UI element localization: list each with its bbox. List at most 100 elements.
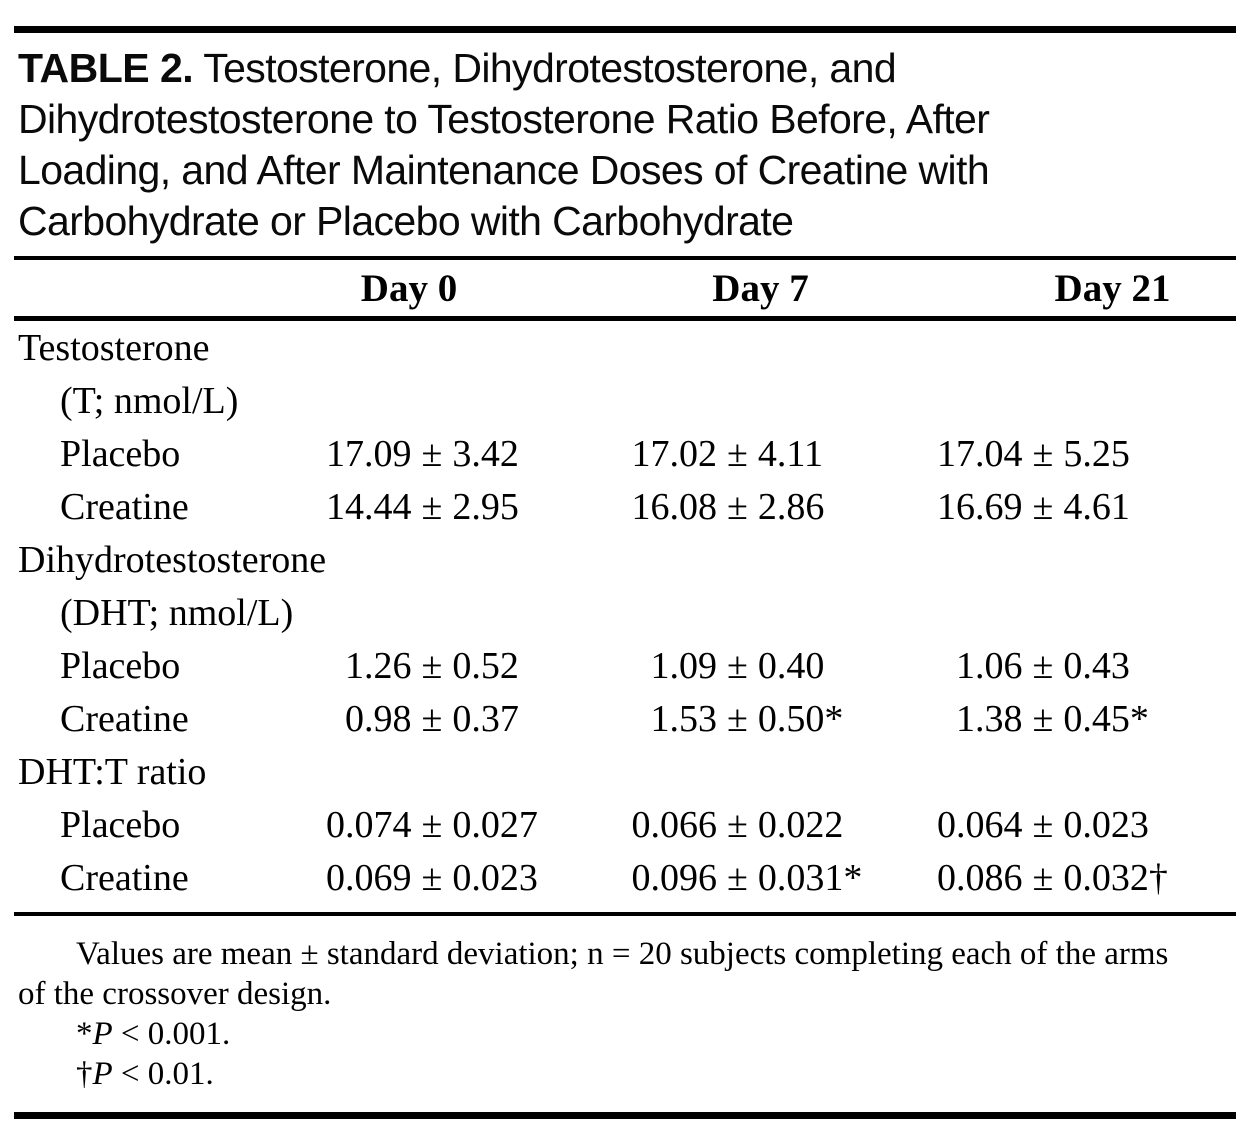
footnote-significance-1: *P < 0.001. — [18, 1014, 1236, 1054]
plus-minus-sign: ± — [727, 432, 748, 475]
plus-minus-sign: ± — [421, 803, 443, 846]
title-text-1: Testosterone, Dihydrotestosterone, and — [203, 45, 897, 91]
section-sublabel: (DHT; nmol/L) — [60, 591, 294, 634]
sd-value: 2.95 — [452, 485, 519, 528]
p-variable: P — [92, 1016, 113, 1052]
sd-value: 0.027 — [452, 803, 538, 846]
plus-minus-sign: ± — [727, 644, 748, 687]
section-row-dht: Dihydrotestosterone — [14, 533, 1236, 586]
cell-day0: 14.44 ±2.95 — [320, 480, 626, 533]
cell-day0: 1.26 ±0.52 — [320, 639, 626, 692]
mean-value: 1.06 — [956, 644, 1023, 687]
sd-value: 0.40 — [757, 644, 825, 687]
section-label: DHT:T ratio — [18, 750, 207, 793]
title-line-1: TABLE 2. Testosterone, Dihydrotestosteron… — [18, 43, 1236, 94]
sd-value: 0.50* — [757, 697, 844, 740]
footnote-general-line-2: of the crossover design. — [18, 976, 332, 1012]
mean-value: 0.069 — [326, 856, 412, 899]
title-line-3: Loading, and After Maintenance Doses of … — [18, 147, 990, 193]
col-header-day-7: Day 7 — [712, 266, 809, 310]
section-subrow-testosterone-units: (T; nmol/L) — [14, 374, 1236, 427]
mean-value: 0.074 — [326, 803, 412, 846]
cell-day7: 0.066 ±0.022 — [625, 798, 931, 851]
table-row: Creatine 14.44 ±2.95 16.08 ±2.86 16.69 ±4.6… — [14, 480, 1236, 533]
cell-day21: 0.064 ±0.023 — [931, 798, 1237, 851]
row-label-placebo: Placebo — [60, 432, 181, 475]
cell-day7: 1.09 ±0.40 — [625, 639, 931, 692]
mean-value: 17.02 — [631, 432, 718, 475]
column-header-row: Day 0 Day 7 Day 21 — [14, 260, 1236, 316]
top-rule — [14, 26, 1236, 33]
mean-value: 0.096 — [631, 856, 718, 899]
table-row: Placebo 0.074 ±0.027 0.066 ±0.022 0.064 ±0.… — [14, 798, 1236, 851]
row-label-creatine: Creatine — [60, 697, 189, 740]
plus-minus-sign: ± — [421, 856, 443, 899]
plus-minus-sign: ± — [421, 697, 443, 740]
cell-day7: 16.08 ±2.86 — [625, 480, 931, 533]
sd-value: 0.023 — [1063, 803, 1149, 846]
table-row: Placebo 1.26 ±0.52 1.09 ±0.40 1.06 ±0.43 — [14, 639, 1236, 692]
sd-value: 3.42 — [452, 432, 519, 475]
plus-minus-sign: ± — [1032, 485, 1054, 528]
row-label-creatine: Creatine — [60, 485, 189, 528]
p-variable: P — [92, 1056, 113, 1092]
header-divider — [14, 316, 1236, 321]
cell-day7: 0.096 ±0.031* — [625, 851, 931, 904]
plus-minus-sign: ± — [1032, 803, 1054, 846]
table-title: TABLE 2. Testosterone, Dihydrotestosteron… — [0, 33, 1250, 256]
mean-value: 0.98 — [345, 697, 412, 740]
plus-minus-sign: ± — [1032, 644, 1054, 687]
mean-value: 14.44 — [326, 485, 412, 528]
mean-value: 16.69 — [937, 485, 1023, 528]
dagger-symbol: † — [76, 1056, 93, 1092]
data-table: Testosterone (T; nmol/L) Placebo 17.09 ±3… — [14, 321, 1236, 904]
footnote-significance-2: †P < 0.01. — [18, 1054, 1236, 1094]
cell-day21: 0.086 ±0.032† — [931, 851, 1237, 904]
cell-day0: 0.074 ±0.027 — [320, 798, 626, 851]
col-header-day-0: Day 0 — [360, 266, 458, 310]
sd-value: 0.031* — [757, 856, 863, 899]
mean-value: 1.26 — [345, 644, 412, 687]
sd-value: 0.43 — [1063, 644, 1130, 687]
sd-value: 5.25 — [1063, 432, 1130, 475]
cell-day21: 1.06 ±0.43 — [931, 639, 1237, 692]
bottom-rule — [14, 1112, 1236, 1119]
table-row: Creatine 0.069 ±0.023 0.096 ±0.031* 0.086 ±… — [14, 851, 1236, 904]
sd-value: 0.023 — [452, 856, 538, 899]
row-label-placebo: Placebo — [60, 644, 181, 687]
asterisk-symbol: * — [76, 1016, 93, 1052]
cell-day21: 1.38 ±0.45* — [931, 692, 1237, 745]
table-number: TABLE 2. — [18, 45, 194, 91]
table-row: Placebo 17.09 ±3.42 17.02 ±4.11 17.04 ±5.25 — [14, 427, 1236, 480]
mean-value: 17.04 — [937, 432, 1023, 475]
sd-value: 0.37 — [452, 697, 519, 740]
mean-value: 16.08 — [631, 485, 718, 528]
plus-minus-sign: ± — [421, 485, 443, 528]
plus-minus-sign: ± — [727, 697, 748, 740]
plus-minus-sign: ± — [1032, 697, 1054, 740]
p-threshold: < 0.001. — [112, 1016, 231, 1052]
plus-minus-sign: ± — [421, 644, 443, 687]
section-row-ratio: DHT:T ratio — [14, 745, 1236, 798]
section-sublabel: (T; nmol/L) — [60, 379, 239, 422]
sd-value: 4.61 — [1063, 485, 1130, 528]
mean-value: 0.066 — [631, 803, 718, 846]
mean-value: 1.09 — [650, 644, 718, 687]
cell-day0: 0.98 ±0.37 — [320, 692, 626, 745]
plus-minus-sign: ± — [1032, 432, 1054, 475]
section-label: Testosterone — [18, 326, 210, 369]
plus-minus-sign: ± — [727, 485, 748, 528]
plus-minus-sign: ± — [421, 432, 443, 475]
mean-value: 0.086 — [937, 856, 1023, 899]
section-row-testosterone: Testosterone — [14, 321, 1236, 374]
sd-value: 0.032† — [1063, 856, 1168, 899]
p-threshold: < 0.01. — [112, 1056, 214, 1092]
title-divider — [14, 256, 1236, 260]
col-header-day-21: Day 21 — [1054, 266, 1171, 310]
cell-day21: 16.69 ±4.61 — [931, 480, 1237, 533]
row-label-placebo: Placebo — [60, 803, 181, 846]
plus-minus-sign: ± — [727, 856, 748, 899]
cell-day0: 0.069 ±0.023 — [320, 851, 626, 904]
footnotes: Values are mean ± standard deviation; n … — [0, 916, 1250, 1094]
